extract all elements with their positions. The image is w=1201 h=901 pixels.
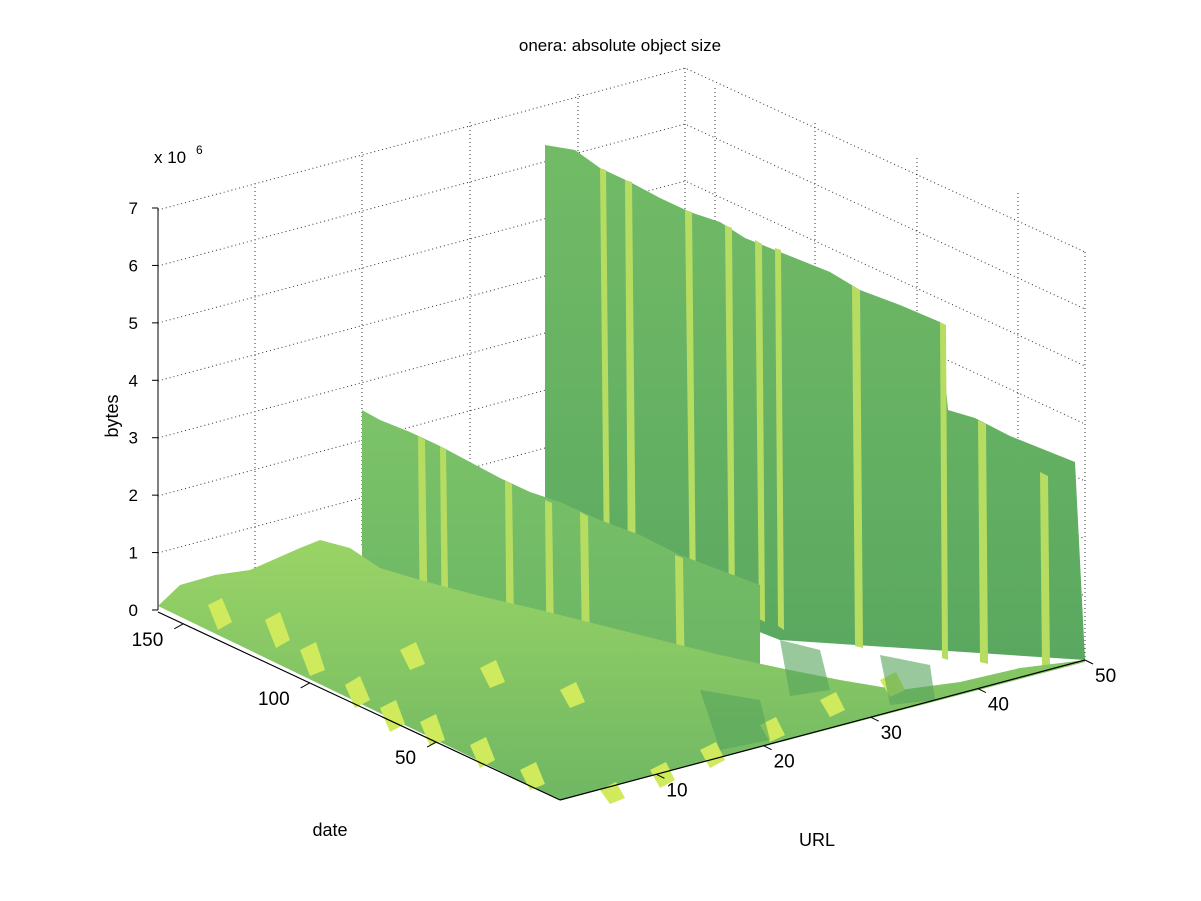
url-axis-label: URL <box>799 830 835 850</box>
surface-ridge-high <box>545 145 1085 660</box>
date-tick-mark <box>426 741 437 748</box>
url-tick-label: 50 <box>1095 666 1116 687</box>
url-tick-label: 20 <box>774 752 795 773</box>
surface <box>158 145 1085 804</box>
floor-axes <box>157 611 1086 801</box>
z-tick-label: 0 <box>129 601 138 620</box>
date-axis: 50 100 150 <box>132 623 437 769</box>
url-tick-mark <box>656 773 665 779</box>
z-tick-label: 6 <box>129 256 138 275</box>
date-tick-label: 50 <box>395 748 416 769</box>
url-tick-mark <box>977 688 987 694</box>
date-tick-label: 150 <box>132 630 164 651</box>
z-multiplier: x 10 <box>154 148 186 167</box>
url-tick-label: 10 <box>666 780 687 801</box>
z-axis-label: bytes <box>102 394 122 437</box>
z-tick-label: 7 <box>129 199 138 218</box>
z-tick-label: 2 <box>129 486 138 505</box>
z-multiplier-exponent: 6 <box>196 143 203 157</box>
url-tick-mark <box>1084 659 1094 665</box>
url-tick-label: 30 <box>881 723 902 744</box>
z-axis: 0 1 2 3 4 5 6 7 x 10 6 bytes <box>102 143 203 620</box>
url-tick-label: 40 <box>988 695 1009 716</box>
url-tick-mark <box>870 716 879 722</box>
z-tick-label: 1 <box>129 544 138 563</box>
z-tick-label: 5 <box>129 314 138 333</box>
date-tick-mark <box>174 623 184 630</box>
chart-title: onera: absolute object size <box>519 36 721 55</box>
surface-streaks <box>600 168 1050 668</box>
url-tick-mark <box>763 745 772 751</box>
surface-low-region <box>158 540 1085 800</box>
date-tick-label: 100 <box>258 689 290 710</box>
surface-highlights <box>208 598 905 804</box>
date-tick-mark <box>300 682 310 689</box>
z-tick-label: 4 <box>129 371 138 390</box>
url-axis: 10 20 30 40 50 <box>656 659 1116 801</box>
date-axis-label: date <box>312 820 347 840</box>
z-tick-label: 3 <box>129 429 138 448</box>
